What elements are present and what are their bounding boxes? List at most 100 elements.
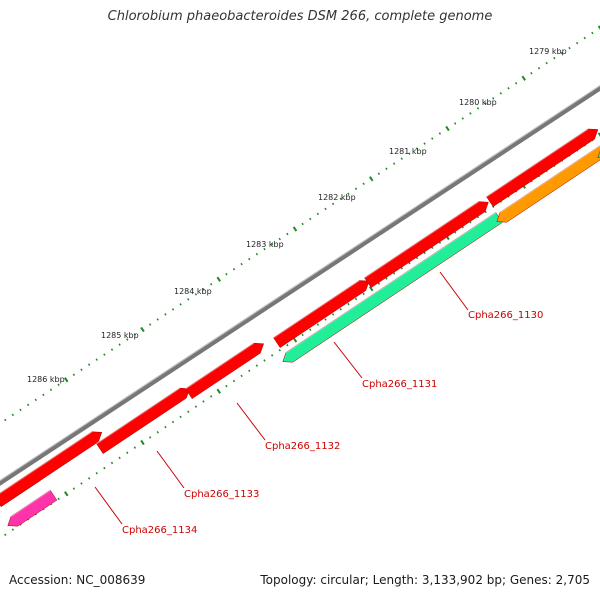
outer-tick-major <box>292 226 298 232</box>
gene-arrow-red-edge <box>364 201 479 279</box>
inner-tick-minor <box>309 328 312 331</box>
inner-tick-minor <box>240 374 243 378</box>
outer-tick-minor <box>499 92 503 95</box>
inner-tick-minor <box>164 425 167 429</box>
outer-tick-minor <box>476 107 480 110</box>
outer-tick-minor <box>438 132 442 135</box>
backbone-highlight <box>0 84 600 482</box>
gene-arrow-red-edge <box>185 342 255 390</box>
gene-leader-line <box>439 271 469 311</box>
outer-tick-minor <box>400 157 403 160</box>
inner-tick-minor <box>148 436 152 439</box>
outer-tick-minor <box>240 262 243 266</box>
outer-tick-minor <box>568 46 571 50</box>
outer-tick-major <box>597 25 600 30</box>
outer-tick-major <box>369 176 374 182</box>
outer-tick-minor <box>339 197 342 201</box>
outer-tick-minor <box>324 207 327 211</box>
inner-tick-minor <box>225 384 228 388</box>
outer-tick-minor <box>530 71 533 75</box>
inner-tick-minor <box>118 456 121 460</box>
inner-tick-major <box>64 491 69 497</box>
outer-tick-minor <box>19 408 22 412</box>
outer-tick-major <box>140 326 145 333</box>
outer-tick-minor <box>316 212 320 216</box>
accession-text: Accession: NC_008639 <box>9 573 146 587</box>
inner-tick-minor <box>286 343 289 347</box>
outer-tick-minor <box>377 172 381 175</box>
outer-tick-minor <box>537 66 541 70</box>
gene-arrow-red <box>185 342 264 399</box>
inner-tick-minor <box>362 292 365 296</box>
outer-tick-minor <box>164 313 167 316</box>
tick-label: 1283 kbp <box>246 240 284 249</box>
outer-tick-minor <box>385 167 388 170</box>
outer-tick-minor <box>103 353 106 356</box>
inner-tick-minor <box>4 533 7 536</box>
outer-tick-minor <box>286 232 289 236</box>
outer-tick-minor <box>49 388 53 392</box>
tick-label: 1282 kbp <box>318 193 356 202</box>
outer-tick-minor <box>583 36 586 40</box>
tick-label: 1280 kbp <box>459 98 497 107</box>
inner-tick-minor <box>316 323 320 326</box>
gene-feature-layer <box>0 128 600 527</box>
outer-tick-minor <box>553 56 556 60</box>
outer-tick-minor <box>453 122 457 125</box>
inner-tick-minor <box>11 528 15 531</box>
inner-tick-minor <box>324 318 327 321</box>
gene-arrow-red-edge <box>273 279 360 339</box>
outer-tick-minor <box>133 333 137 336</box>
outer-tick-minor <box>263 247 266 251</box>
inner-tick-minor <box>179 415 182 419</box>
inner-tick-minor <box>194 405 198 408</box>
outer-tick-minor <box>34 398 37 402</box>
gene-label: Cpha266_1134 <box>122 525 197 536</box>
tick-label: 1281 kbp <box>389 147 427 156</box>
outer-tick-minor <box>126 338 129 341</box>
inner-tick-minor <box>377 282 381 285</box>
inner-tick-minor <box>202 400 205 403</box>
inner-tick-minor <box>255 364 259 367</box>
gene-arrow-red-edge <box>486 128 589 198</box>
gene-arrow-teal-edge <box>285 211 497 353</box>
inner-tick-minor <box>263 359 266 362</box>
inner-tick-minor <box>72 487 76 490</box>
outer-tick-minor <box>301 222 304 226</box>
outer-tick-major <box>216 276 221 282</box>
gene-arrow-pink <box>7 489 58 527</box>
genome-backbone <box>0 84 600 486</box>
gene-leader-line <box>333 341 363 379</box>
outer-tick-major <box>521 75 526 81</box>
gene-leader-line <box>156 450 185 489</box>
gene-arrow-teal <box>282 212 503 363</box>
outer-tick-major <box>64 377 69 383</box>
outer-tick-minor <box>194 293 198 296</box>
topology-text: Topology: circular; Length: 3,133,902 bp… <box>260 573 590 587</box>
outer-tick-minor <box>278 237 281 241</box>
outer-tick-minor <box>461 117 464 120</box>
inner-tick-major <box>597 132 600 137</box>
inner-tick-minor <box>87 477 91 480</box>
inner-tick-major <box>140 439 145 446</box>
outer-tick-minor <box>347 192 350 196</box>
outer-tick-minor <box>148 323 152 326</box>
outer-tick-minor <box>331 202 335 206</box>
inner-tick-minor <box>57 497 60 501</box>
outer-tick-minor <box>248 257 251 261</box>
outer-tick-minor <box>408 152 411 155</box>
outer-tick-minor <box>431 137 434 140</box>
outer-tick-minor <box>11 413 15 417</box>
outer-tick-minor <box>4 418 7 422</box>
outer-tick-minor <box>560 51 564 55</box>
gene-arrow-red <box>0 431 103 507</box>
inner-tick-minor <box>95 472 98 475</box>
gene-arrow-red <box>273 280 370 348</box>
inner-tick-minor <box>301 333 304 337</box>
inner-tick-minor <box>80 482 83 485</box>
outer-tick-minor <box>72 373 76 376</box>
inner-tick-minor <box>171 420 175 424</box>
inner-tick-minor <box>126 451 129 454</box>
gene-arrow-orange-edge <box>499 144 600 213</box>
